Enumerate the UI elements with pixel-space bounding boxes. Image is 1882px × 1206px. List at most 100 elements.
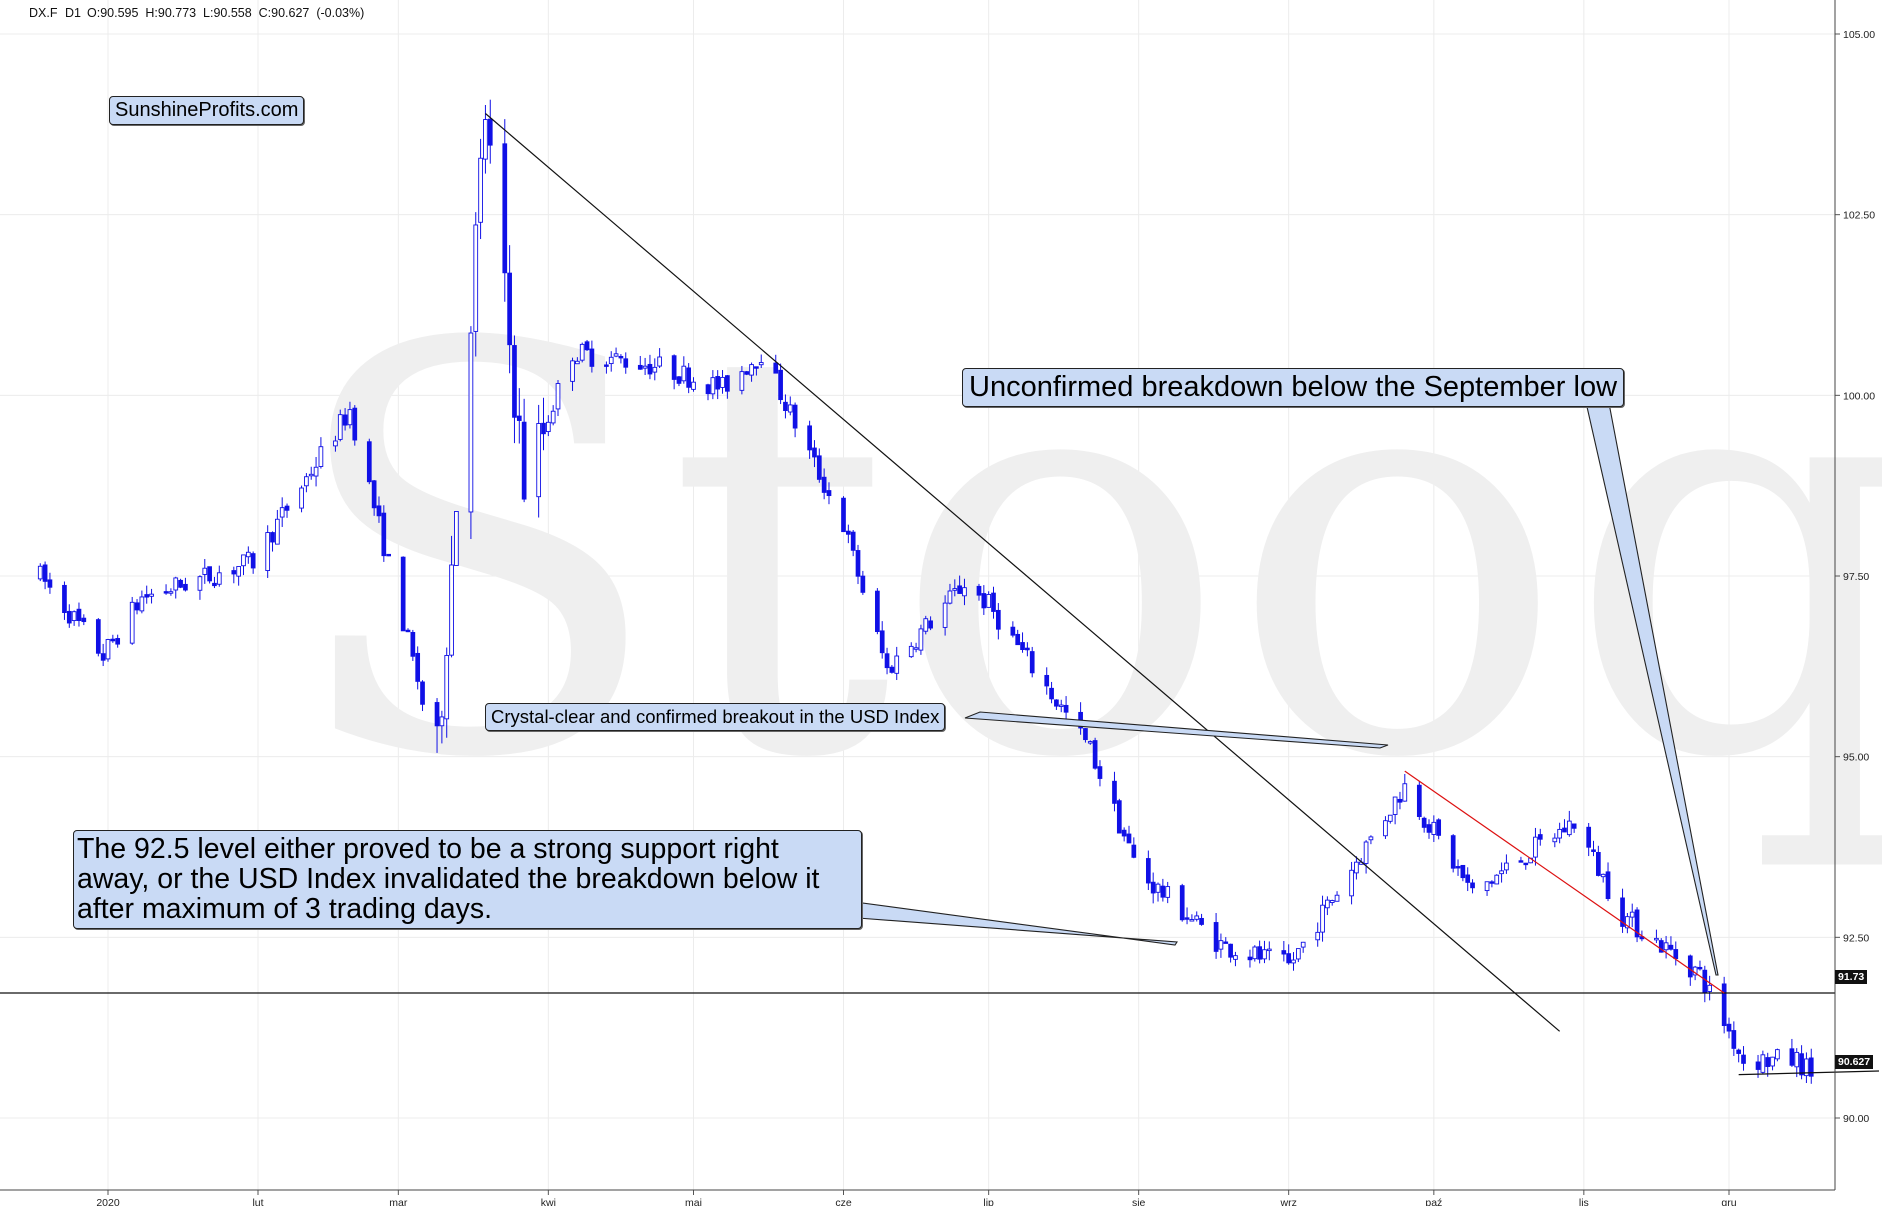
candle-body xyxy=(449,564,454,656)
candle-body xyxy=(202,567,208,575)
trendline xyxy=(1404,770,1725,994)
candle-body xyxy=(995,609,1001,630)
candle-body xyxy=(918,628,924,651)
candle-body xyxy=(928,620,933,629)
candle-body xyxy=(1054,699,1059,707)
candle-body xyxy=(686,367,692,388)
candle-body xyxy=(1087,741,1093,744)
candle-body xyxy=(1092,740,1098,769)
candle-body xyxy=(1562,827,1567,833)
candle-body xyxy=(478,157,483,223)
candle-body xyxy=(1755,1061,1761,1070)
candle-body xyxy=(134,602,140,611)
grid xyxy=(0,0,1835,1190)
candle-body xyxy=(841,497,846,533)
candle-body xyxy=(468,332,474,513)
candle-body xyxy=(1775,1049,1780,1060)
trendline xyxy=(485,113,1561,1032)
candle-body xyxy=(381,512,387,557)
candle-body xyxy=(976,585,982,596)
candle-body xyxy=(705,384,711,395)
candle-body xyxy=(400,556,406,632)
candle-body xyxy=(1233,955,1238,960)
candle-body xyxy=(1020,642,1025,651)
candle-body xyxy=(71,611,77,622)
candle-body xyxy=(1421,817,1427,828)
candle-body xyxy=(1586,826,1592,848)
candle-body xyxy=(754,366,759,369)
breakout-callout-pointer xyxy=(964,711,1389,749)
candle-body xyxy=(1349,869,1354,897)
candle-body xyxy=(1218,940,1224,950)
candle-body xyxy=(1247,956,1253,961)
y-tick-label: 105.00 xyxy=(1843,29,1875,41)
candle-body xyxy=(845,530,851,535)
candle-body xyxy=(1455,866,1461,869)
candle-body xyxy=(110,638,116,642)
x-tick-label: gru xyxy=(1721,1197,1736,1206)
candle-body xyxy=(333,440,338,447)
x-tick-label: 2020 xyxy=(96,1197,120,1206)
candle-body xyxy=(183,583,188,591)
candle-body xyxy=(81,617,87,623)
candle-body xyxy=(623,358,629,368)
candle-body xyxy=(1808,1057,1814,1077)
candle-body xyxy=(1620,897,1625,927)
candle-body xyxy=(942,602,948,628)
candle-body xyxy=(376,505,382,517)
x-tick-label: lip xyxy=(983,1197,994,1206)
candle-body xyxy=(337,414,343,440)
candle-body xyxy=(386,553,392,557)
candle-body xyxy=(826,490,832,497)
candle-body xyxy=(1387,814,1393,822)
candle-body xyxy=(1291,959,1296,964)
candle-body xyxy=(483,119,488,160)
candle-body xyxy=(1460,864,1466,879)
candle-body xyxy=(299,487,304,509)
x-tick-label: maj xyxy=(685,1197,702,1206)
candle-body xyxy=(163,591,169,594)
y-tick-label: 90.00 xyxy=(1843,1113,1869,1125)
candle-body xyxy=(1063,704,1069,713)
candle-body xyxy=(1566,820,1572,836)
candle-body xyxy=(1392,796,1398,815)
candle-body xyxy=(1126,833,1132,844)
candle-body xyxy=(908,645,914,658)
candle-body xyxy=(1083,728,1088,741)
candle-body xyxy=(681,365,687,382)
candle-body xyxy=(1121,829,1127,837)
candle-body xyxy=(1145,858,1151,884)
candle-body xyxy=(579,343,585,361)
candle-body xyxy=(773,362,779,374)
candle-body xyxy=(855,550,861,577)
candle-body xyxy=(821,476,827,493)
candle-body xyxy=(1663,942,1669,951)
y-tick-label: 102.50 xyxy=(1843,210,1875,222)
candle-body xyxy=(725,375,730,392)
candle-body xyxy=(787,404,793,413)
candle-body xyxy=(1029,651,1035,674)
candle-body xyxy=(1329,900,1335,903)
candle-body xyxy=(139,596,145,612)
candle-body xyxy=(720,376,725,388)
candle-body xyxy=(444,655,450,720)
candle-body xyxy=(313,466,319,477)
candle-body xyxy=(42,564,48,582)
y-tick-label: 100.00 xyxy=(1843,390,1875,402)
candle-body xyxy=(62,584,67,613)
candle-body xyxy=(216,572,222,585)
candle-body xyxy=(434,702,440,727)
candle-body xyxy=(1591,849,1596,852)
candle-body xyxy=(1605,871,1611,900)
candle-body xyxy=(1465,874,1471,883)
candle-body xyxy=(1112,780,1117,804)
header-ohlc: O:90.595 H:90.773 L:90.558 C:90.627 (-0.… xyxy=(87,6,364,20)
trendlines xyxy=(0,113,1880,1076)
candle-body xyxy=(405,629,411,633)
watermark-text: Stooq xyxy=(283,229,1882,881)
support-price-tag: 91.73 xyxy=(1835,970,1868,984)
candle-body xyxy=(284,505,290,511)
candle-body xyxy=(487,118,493,146)
candle-body xyxy=(1097,766,1103,779)
